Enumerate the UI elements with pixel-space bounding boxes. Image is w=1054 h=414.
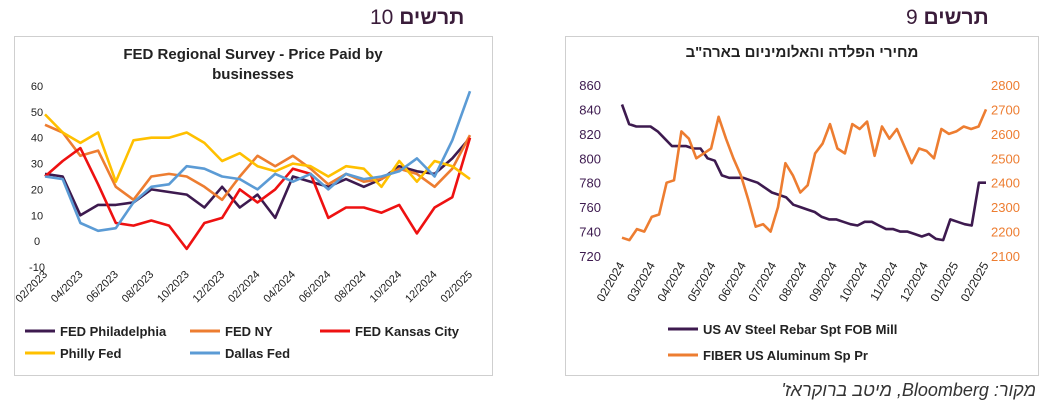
legend-label-philadelphia: FED Philadelphia [60,324,167,339]
series-line-aluminum [621,108,988,242]
legend-label-aluminum: FIBER US Aluminum Sp Pr [703,348,868,363]
fed-survey-chart: FED Regional Survey - Price Paid by busin… [14,46,476,361]
series-line-philadelphia [44,136,471,220]
y-tick-label: 10 [31,210,43,222]
x-tick-label: 11/2024 [867,259,901,303]
x-tick-label: 01/2025 [927,259,961,304]
series-line-philly [44,113,471,189]
y-left-tick-label: 720 [579,249,601,264]
x-tick-label: 10/2023 [155,269,192,306]
x-tick-label: 09/2024 [806,259,840,304]
y-tick-label: 20 [31,184,43,196]
x-tick-label: 06/2023 [84,269,121,306]
legend-label-dallas: Dallas Fed [225,346,290,361]
y-right-tick-label: 2300 [991,200,1020,215]
x-tick-label: 07/2024 [745,259,779,304]
fed-survey-chart-panel: FED Regional Survey - Price Paid by busin… [14,36,493,376]
chart-title: מחירי הפלדה והאלומיניום בארה"ב [686,44,919,61]
x-tick-label: 04/2024 [261,269,298,306]
legend-label-steel: US AV Steel Rebar Spt FOB Mill [703,322,897,337]
x-tick-label: 03/2024 [624,259,658,304]
x-tick-label: 12/2023 [191,269,228,306]
y-tick-label: 60 [31,81,43,93]
x-tick-label: 06/2024 [297,269,334,306]
series-line-steel [620,104,986,242]
y-right-tick-label: 2200 [991,225,1020,240]
legend-label-philly: Philly Fed [60,346,121,361]
y-right-tick-label: 2400 [991,176,1020,191]
x-tick-label: 04/2023 [49,269,86,306]
figure-10-title: תרשים 10 [370,6,464,30]
steel-aluminum-chart: מחירי הפלדה והאלומיניום בארה"ב 720 740 760 7… [579,44,1020,363]
steel-aluminum-chart-panel: מחירי הפלדה והאלומיניום בארה"ב 720 740 760 7… [565,36,1039,376]
y-left-tick-label: 780 [579,176,601,191]
legend-label-kansas: FED Kansas City [355,324,460,339]
y-tick-label: -10 [29,262,45,274]
y-left-tick-label: 860 [579,78,601,93]
series-line-kansas [44,137,472,251]
x-tick-label: 02/2023 [15,269,50,306]
x-tick-label: 12/2024 [897,259,931,304]
y-right-tick-label: 2800 [991,78,1020,93]
x-tick-label: 02/2024 [226,269,263,306]
x-tick-label: 12/2024 [403,269,440,306]
x-tick-label: 05/2024 [685,259,719,304]
chart-title-line-2: businesses [212,66,294,83]
x-tick-label: 04/2024 [654,259,688,304]
source-note: מקור: Bloomberg, מיטב ברוקראז' [781,380,1036,400]
x-tick-label: 02/2025 [439,269,476,306]
legend-label-ny: FED NY [225,324,273,339]
y-left-tick-label: 840 [579,102,601,117]
y-left-tick-label: 760 [579,200,601,215]
x-tick-label: 10/2024 [368,269,405,306]
x-tick-label: 02/2025 [958,259,992,304]
figure-10-label: תרשים [399,6,465,29]
y-right-tick-label: 2100 [991,249,1020,264]
y-tick-label: 30 [31,159,43,171]
figure-9-number: 9 [906,6,918,29]
x-tick-label: 10/2024 [836,259,870,304]
y-right-tick-label: 2600 [991,127,1020,142]
y-left-tick-label: 800 [579,151,601,166]
y-right-tick-label: 2500 [991,151,1020,166]
y-tick-label: 0 [34,236,40,248]
y-tick-label: 40 [31,133,43,145]
x-tick-label: 02/2024 [594,259,628,304]
y-tick-label: 50 [31,107,43,119]
x-tick-label: 08/2024 [332,269,369,306]
figure-9-title: תרשים 9 [906,6,989,30]
y-left-tick-label: 820 [579,127,601,142]
x-tick-label: 06/2024 [715,259,749,304]
y-left-tick-label: 740 [579,225,601,240]
series-line-dallas [44,90,472,233]
y-right-tick-label: 2700 [991,102,1020,117]
figure-10-number: 10 [370,6,394,29]
series-line-ny [44,123,472,202]
x-tick-label: 08/2023 [120,269,157,306]
figure-9-label: תרשים [923,6,989,29]
x-tick-label: 08/2024 [776,259,810,304]
chart-title-line-1: FED Regional Survey - Price Paid by [123,46,383,63]
